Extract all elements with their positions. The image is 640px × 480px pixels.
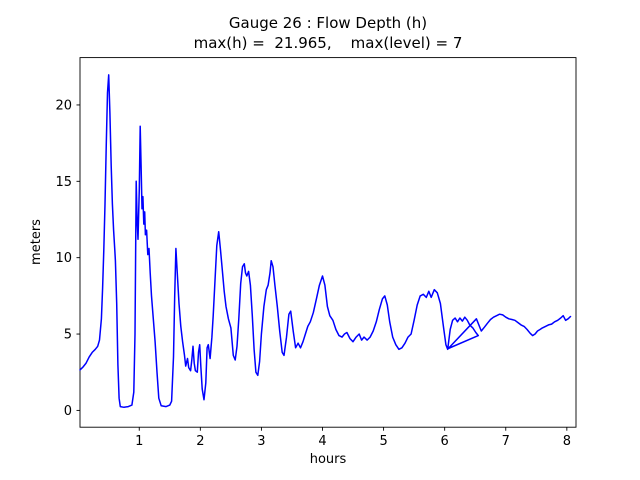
plot-area: 1 2 3 4 5 6 7 8 0 5 10 15 20 [55,74,572,449]
x-tick-label: 1 [135,434,143,449]
y-tick-label: 5 [64,328,72,343]
data-line [79,74,572,409]
plot-border [79,57,577,428]
x-tick-label: 3 [257,434,265,449]
x-tick-label: 2 [196,434,204,449]
x-tick-label: 8 [563,434,571,449]
x-tick-label: 4 [318,434,326,449]
x-tick-label: 6 [441,434,449,449]
chart-title: Gauge 26 : Flow Depth (h) [229,14,427,32]
x-tick-label: 7 [502,434,510,449]
y-tick-label: 20 [55,98,72,113]
x-tick-label: 5 [379,434,387,449]
y-tick-label: 10 [55,251,72,266]
x-axis-label: hours [310,452,347,467]
y-tick-label: 15 [55,175,72,190]
y-tick-label: 0 [64,404,72,419]
y-axis-label: meters [29,219,44,265]
chart-subtitle: max(h) = 21.965, max(level) = 7 [194,34,463,52]
